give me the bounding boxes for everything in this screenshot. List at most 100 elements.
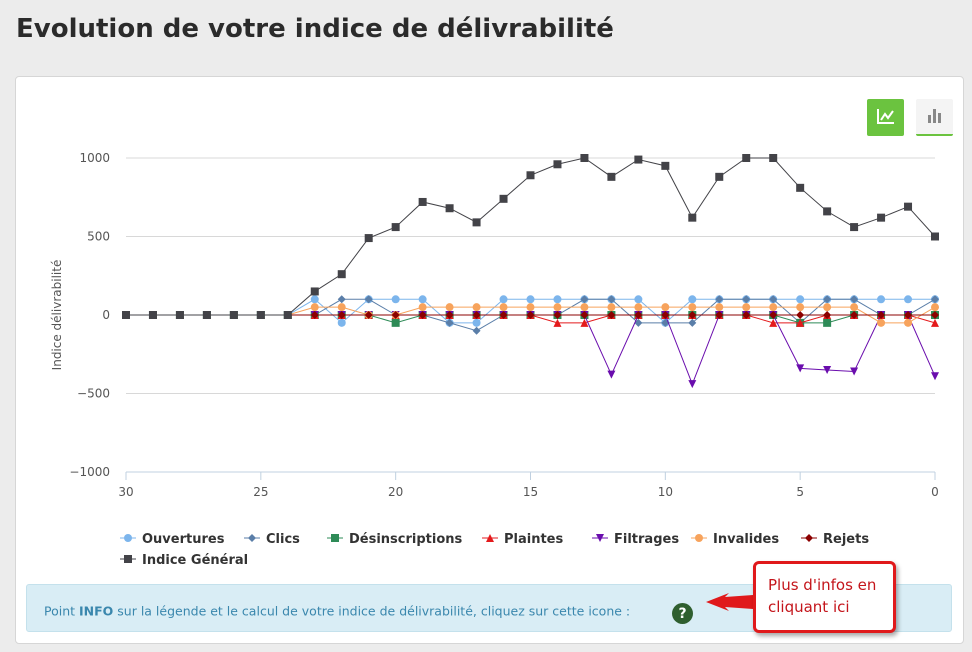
x-tick-label: 10 <box>658 485 673 499</box>
legend-marker-ouvertures <box>124 534 132 542</box>
point-rejets <box>850 311 859 319</box>
point-indice-general <box>580 154 589 162</box>
legend-marker-indice-general <box>124 555 132 563</box>
point-plaintes <box>796 318 805 327</box>
point-clics <box>634 318 643 327</box>
y-tick-label: −1000 <box>69 465 110 479</box>
point-filtrages <box>796 364 805 373</box>
point-rejets <box>715 311 724 319</box>
point-plaintes <box>553 318 562 327</box>
point-indice-general <box>202 311 211 319</box>
point-invalides <box>418 303 427 312</box>
point-indice-general <box>715 172 724 181</box>
legend-marker-desinscriptions <box>331 534 339 542</box>
point-clics <box>850 295 859 304</box>
point-indice-general <box>904 202 913 211</box>
bar-view-button[interactable] <box>916 99 953 136</box>
point-indice-general <box>607 172 616 181</box>
legend-item-invalides[interactable]: Invalides <box>713 532 779 547</box>
legend-item-indice-general[interactable]: Indice Général <box>142 553 248 568</box>
point-indice-general <box>931 232 939 241</box>
chart-panel: 1000 500 0 −500 −1000 30 25 20 15 10 5 0 Indice déli… <box>15 76 964 644</box>
point-clics <box>742 295 751 304</box>
legend-item-desinscriptions[interactable]: Désinscriptions <box>349 532 463 547</box>
y-tick-label: −500 <box>77 387 110 401</box>
point-rejets <box>553 311 562 319</box>
point-invalides <box>877 318 886 327</box>
point-rejets <box>661 311 670 319</box>
point-indice-general <box>877 213 886 222</box>
deliverability-chart: 1000 500 0 −500 −1000 30 25 20 15 10 5 0 Indice déli… <box>50 151 939 568</box>
point-clics <box>337 295 346 304</box>
point-indice-general <box>122 311 130 319</box>
point-indice-general <box>310 287 319 296</box>
legend-marker-invalides <box>695 534 703 542</box>
point-desinscriptions <box>391 318 400 327</box>
point-indice-general <box>688 213 697 222</box>
legend-marker-clics <box>248 534 256 542</box>
point-clics <box>472 326 481 335</box>
point-invalides <box>823 303 832 312</box>
legend-item-filtrages[interactable]: Filtrages <box>614 532 679 547</box>
point-desinscriptions <box>823 318 832 327</box>
point-invalides <box>769 303 778 312</box>
point-rejets <box>418 311 427 319</box>
point-invalides <box>850 303 859 312</box>
legend-item-rejets[interactable]: Rejets <box>823 532 869 547</box>
callout-line-2: cliquant ici <box>768 598 850 616</box>
point-indice-general <box>553 160 562 169</box>
point-filtrages <box>931 372 939 381</box>
point-invalides <box>337 303 346 312</box>
callout-line-1: Plus d'infos en <box>768 576 877 594</box>
point-rejets <box>904 311 913 319</box>
point-rejets <box>688 311 697 319</box>
info-callout: Plus d'infos en cliquant ici <box>753 561 896 633</box>
point-indice-general <box>769 154 778 162</box>
point-filtrages <box>688 380 697 389</box>
point-clics <box>931 295 939 304</box>
point-indice-general <box>175 311 184 319</box>
point-filtrages <box>607 370 616 379</box>
x-tick-label: 20 <box>388 485 403 499</box>
help-icon[interactable]: ? <box>672 603 693 624</box>
point-invalides <box>661 303 670 312</box>
point-clics <box>715 295 724 304</box>
legend-item-clics[interactable]: Clics <box>266 532 300 547</box>
point-rejets <box>499 311 508 319</box>
point-invalides <box>472 303 481 312</box>
point-ouvertures <box>688 295 697 304</box>
point-clics <box>688 318 697 327</box>
point-rejets <box>310 311 319 319</box>
point-rejets <box>931 311 939 319</box>
point-invalides <box>526 303 535 312</box>
point-ouvertures <box>337 318 346 327</box>
point-invalides <box>553 303 562 312</box>
point-ouvertures <box>877 295 886 304</box>
point-indice-general <box>283 311 292 319</box>
point-invalides <box>634 303 643 312</box>
bar-chart-icon <box>926 107 944 127</box>
point-invalides <box>445 303 454 312</box>
info-text: Point INFO sur la légende et le calcul d… <box>44 603 631 619</box>
point-invalides <box>688 303 697 312</box>
point-ouvertures <box>472 318 481 327</box>
point-clics <box>607 295 616 304</box>
legend-item-ouvertures[interactable]: Ouvertures <box>142 532 225 547</box>
point-clics <box>445 318 454 327</box>
y-tick-label: 1000 <box>79 151 110 165</box>
point-indice-general <box>472 218 481 227</box>
legend-item-plaintes[interactable]: Plaintes <box>504 532 563 547</box>
point-invalides <box>742 303 751 312</box>
point-indice-general <box>229 311 238 319</box>
y-tick-label: 0 <box>102 308 110 322</box>
point-rejets <box>526 311 535 319</box>
point-ouvertures <box>418 295 427 304</box>
legend-marker-plaintes <box>486 534 494 542</box>
point-rejets <box>472 311 481 319</box>
point-rejets <box>580 311 589 319</box>
line-view-button[interactable] <box>867 99 904 136</box>
point-invalides <box>607 303 616 312</box>
page-title: Evolution de votre indice de délivrabili… <box>16 14 614 44</box>
legend-marker-filtrages <box>596 534 604 542</box>
series-line-filtrages <box>126 314 936 386</box>
